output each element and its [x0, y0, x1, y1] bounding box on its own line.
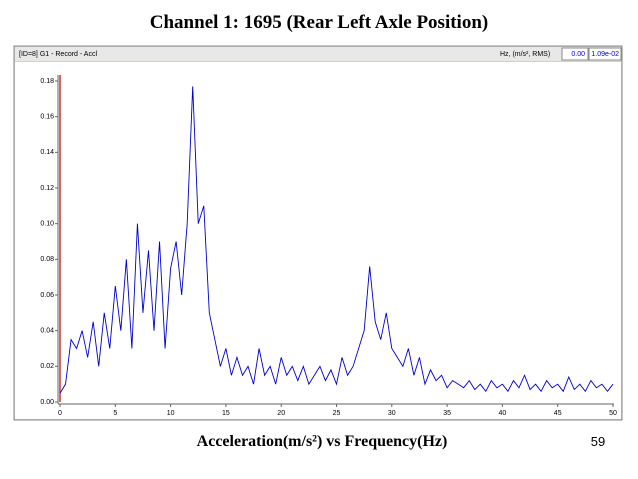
x-tick-label: 15	[222, 410, 230, 417]
caption: Acceleration(m/s²) vs Frequency(Hz)	[197, 433, 448, 450]
readout: 1.09e-02	[591, 51, 619, 58]
spectrum-line	[59, 86, 614, 394]
window-title-bar	[15, 47, 621, 61]
slide-title: Channel 1: 1695 (Rear Left Axle Position…	[150, 12, 488, 33]
x-tick-label: 5	[113, 410, 117, 417]
x-tick-label: 10	[167, 410, 175, 417]
x-tick-label: 30	[388, 410, 396, 417]
plot-background	[15, 62, 621, 419]
y-tick-label: 0.12	[40, 185, 54, 192]
readout: 0.00	[571, 51, 585, 58]
x-tick-label: 20	[277, 410, 285, 417]
page-number: 59	[591, 434, 605, 449]
window-title: [ID=8] G1 - Record - Accl	[19, 51, 97, 58]
y-tick-label: 0.14	[40, 149, 54, 156]
y-tick-label: 0.18	[40, 78, 54, 85]
y-tick-label: 0.04	[40, 328, 54, 335]
x-tick-label: 35	[443, 410, 451, 417]
x-tick-label: 50	[609, 410, 617, 417]
units-label: Hz, (m/s², RMS)	[500, 51, 550, 58]
y-tick-label: 0.10	[40, 221, 54, 228]
y-tick-label: 0.16	[40, 114, 54, 121]
x-tick-label: 40	[499, 410, 507, 417]
y-tick-label: 0.06	[40, 292, 54, 299]
readout-box	[588, 47, 622, 61]
x-tick-label: 45	[554, 410, 562, 417]
y-tick-label: 0.00	[40, 399, 54, 406]
y-tick-label: 0.08	[40, 256, 54, 263]
x-tick-label: 0	[58, 410, 62, 417]
x-tick-label: 25	[333, 410, 341, 417]
y-tick-label: 0.02	[40, 363, 54, 370]
readout-box	[561, 47, 589, 61]
